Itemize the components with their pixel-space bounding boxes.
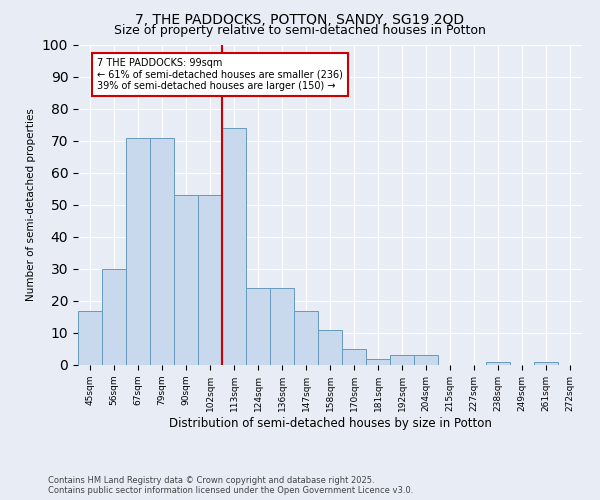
Bar	[414, 356, 438, 365]
Bar	[342, 349, 366, 365]
X-axis label: Distribution of semi-detached houses by size in Potton: Distribution of semi-detached houses by …	[169, 416, 491, 430]
Bar	[390, 356, 414, 365]
Bar	[270, 288, 294, 365]
Bar	[534, 362, 558, 365]
Bar	[318, 330, 342, 365]
Bar	[246, 288, 270, 365]
Bar	[486, 362, 510, 365]
Text: 7, THE PADDOCKS, POTTON, SANDY, SG19 2QD: 7, THE PADDOCKS, POTTON, SANDY, SG19 2QD	[136, 12, 464, 26]
Text: 7 THE PADDOCKS: 99sqm
← 61% of semi-detached houses are smaller (236)
39% of sem: 7 THE PADDOCKS: 99sqm ← 61% of semi-deta…	[97, 58, 343, 91]
Text: Contains HM Land Registry data © Crown copyright and database right 2025.
Contai: Contains HM Land Registry data © Crown c…	[48, 476, 413, 495]
Bar	[174, 196, 198, 365]
Bar	[102, 269, 126, 365]
Bar	[222, 128, 246, 365]
Bar	[126, 138, 150, 365]
Bar	[366, 358, 390, 365]
Bar	[78, 310, 102, 365]
Bar	[198, 196, 222, 365]
Bar	[150, 138, 174, 365]
Y-axis label: Number of semi-detached properties: Number of semi-detached properties	[26, 108, 37, 302]
Bar	[294, 310, 318, 365]
Text: Size of property relative to semi-detached houses in Potton: Size of property relative to semi-detach…	[114, 24, 486, 37]
